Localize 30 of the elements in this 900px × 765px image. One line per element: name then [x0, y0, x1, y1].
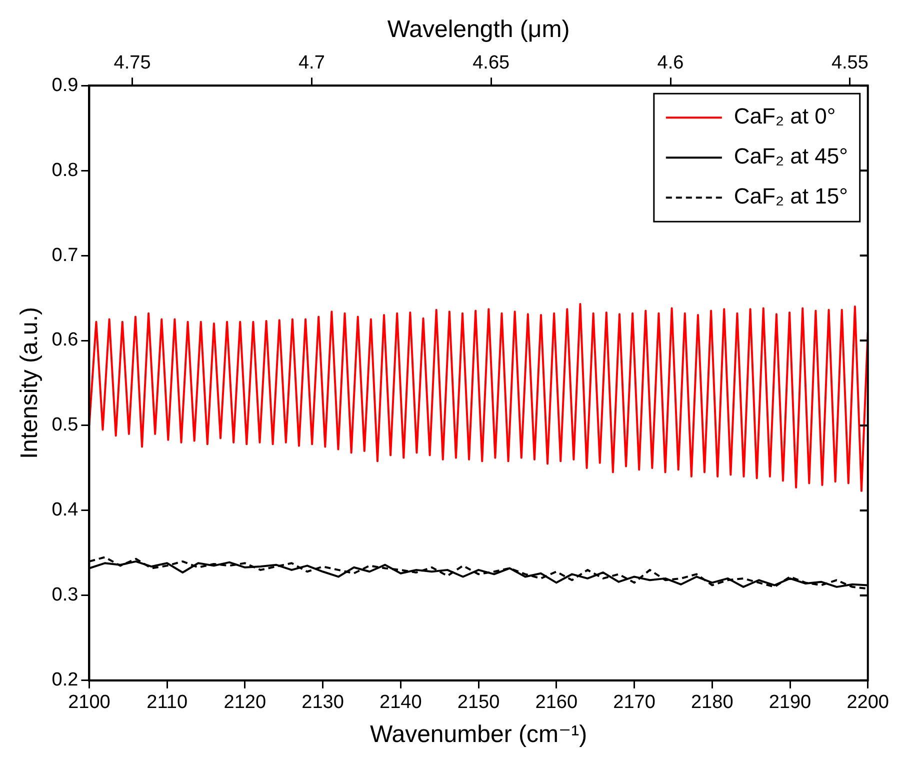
- x-tick-label: 2110: [146, 692, 188, 714]
- y-tick-label: 0.3: [52, 584, 78, 606]
- x-tick-label: 2190: [768, 692, 812, 714]
- y-tick-label: 0.5: [52, 414, 78, 436]
- x-tick-label: 2180: [690, 692, 734, 714]
- x2-tick-label: 4.55: [831, 52, 868, 74]
- x-tick-label: 2160: [535, 692, 578, 714]
- x-tick-label: 2100: [68, 692, 110, 714]
- x2-axis-title: Wavelength (μm): [387, 16, 570, 44]
- y-tick-label: 0.6: [52, 330, 78, 351]
- x2-tick-label: 4.6: [657, 52, 684, 74]
- x-tick-label: 2200: [846, 692, 890, 714]
- x2-tick-label: 4.7: [298, 52, 325, 74]
- x2-tick-label: 4.75: [114, 52, 151, 74]
- y-tick-label: 0.9: [52, 74, 78, 96]
- legend-label: CaF₂ at 0°: [734, 104, 836, 129]
- x-tick-label: 2170: [613, 692, 656, 714]
- y-tick-label: 0.7: [52, 244, 78, 266]
- x2-tick-label: 4.65: [472, 52, 510, 74]
- y-axis-title: Intensity (a.u.): [16, 306, 44, 460]
- x-tick-label: 2120: [224, 692, 266, 714]
- y-tick-label: 0.2: [52, 670, 78, 691]
- x-tick-label: 2150: [457, 692, 500, 714]
- x-tick-label: 2130: [302, 692, 344, 714]
- legend-label: CaF₂ at 15°: [734, 184, 848, 209]
- legend-label: CaF₂ at 45°: [734, 144, 848, 169]
- y-tick-label: 0.4: [52, 500, 79, 521]
- x-tick-label: 2140: [380, 692, 422, 714]
- x-axis-title: Wavenumber (cm⁻¹): [370, 721, 588, 748]
- y-tick-label: 0.8: [52, 160, 78, 181]
